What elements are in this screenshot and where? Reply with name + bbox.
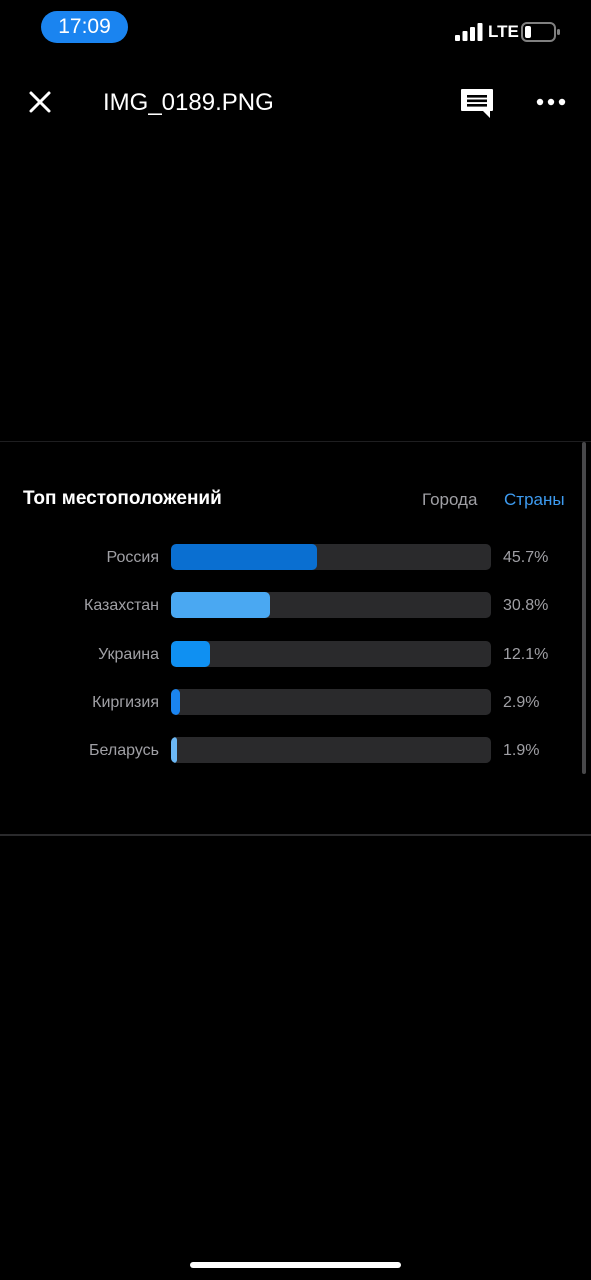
location-bar-track bbox=[171, 592, 491, 618]
network-label: LTE bbox=[488, 22, 519, 41]
locations-title: Топ местоположений bbox=[23, 488, 222, 509]
status-time[interactable]: 17:09 bbox=[41, 11, 128, 43]
location-row: Казахстан 30.8% bbox=[0, 592, 591, 620]
file-title: IMG_0189.PNG bbox=[103, 89, 274, 116]
location-bar-fill bbox=[171, 737, 177, 763]
battery-low-icon bbox=[521, 22, 560, 42]
more-horizontal-icon[interactable] bbox=[534, 88, 568, 116]
location-label: Украина bbox=[98, 646, 159, 663]
comment-icon[interactable] bbox=[458, 86, 496, 120]
location-label: Киргизия bbox=[92, 694, 159, 711]
location-bar-track bbox=[171, 544, 491, 570]
viewer-header: IMG_0189.PNG bbox=[0, 72, 591, 132]
location-bar-track bbox=[171, 689, 491, 715]
image-content: Топ местоположений Города Страны Россия … bbox=[0, 441, 591, 836]
home-indicator[interactable] bbox=[190, 1262, 401, 1268]
tab-countries[interactable]: Страны bbox=[504, 490, 565, 509]
location-label: Беларусь bbox=[89, 742, 159, 759]
location-bar-track bbox=[171, 737, 491, 763]
location-label: Казахстан bbox=[84, 597, 159, 614]
location-row: Украина 12.1% bbox=[0, 641, 591, 669]
location-value: 30.8% bbox=[503, 597, 549, 614]
location-row: Киргизия 2.9% bbox=[0, 689, 591, 717]
close-icon[interactable] bbox=[22, 84, 58, 120]
location-row: Беларусь 1.9% bbox=[0, 737, 591, 765]
scrollbar[interactable] bbox=[582, 442, 586, 774]
status-bar: 17:09 LTE bbox=[0, 0, 591, 56]
location-bar-fill bbox=[171, 544, 317, 570]
location-value: 12.1% bbox=[503, 646, 549, 663]
location-bar-fill bbox=[171, 641, 210, 667]
location-value: 2.9% bbox=[503, 694, 540, 711]
location-bar-track bbox=[171, 641, 491, 667]
location-value: 1.9% bbox=[503, 742, 540, 759]
location-bar-fill bbox=[171, 689, 180, 715]
tab-cities[interactable]: Города bbox=[422, 490, 478, 509]
location-value: 45.7% bbox=[503, 549, 549, 566]
location-row: Россия 45.7% bbox=[0, 544, 591, 572]
location-label: Россия bbox=[106, 549, 159, 566]
location-bar-fill bbox=[171, 592, 270, 618]
cellular-signal-icon bbox=[455, 23, 483, 41]
